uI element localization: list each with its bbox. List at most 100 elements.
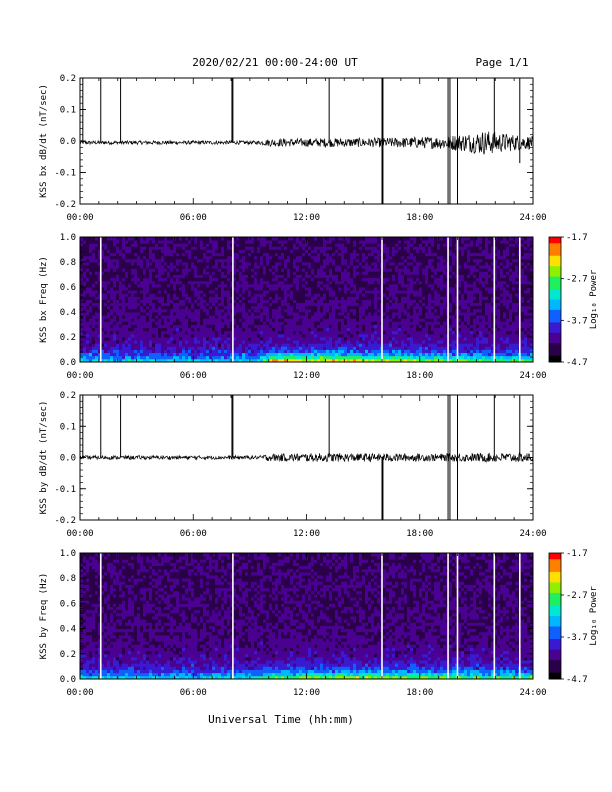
colorbar-tick-label: -4.7 xyxy=(566,675,588,685)
x-tick-label: 00:00 xyxy=(66,688,93,698)
colorbar-segment xyxy=(549,597,561,600)
x-tick-label: 06:00 xyxy=(180,371,207,381)
colorbar-segment xyxy=(549,272,561,275)
colorbar-segment xyxy=(549,672,561,676)
colorbar: -1.7 -2.7 -3.7 -4.7 Log₁₀ Power xyxy=(548,549,599,685)
x-tick-label: 18:00 xyxy=(406,529,433,539)
y-tick-label: -0.2 xyxy=(54,516,76,526)
y-axis-label: KSS by dB/dt (nT/sec) xyxy=(39,401,49,515)
colorbar-segment xyxy=(549,332,561,336)
colorbar-segment xyxy=(549,658,561,661)
colorbar-segment xyxy=(549,255,561,259)
colorbar-segment xyxy=(549,322,561,325)
colorbar-tick-label: -1.7 xyxy=(566,549,588,559)
colorbar-segment xyxy=(549,601,561,604)
colorbar-segment xyxy=(549,603,561,606)
colorbar-segment xyxy=(549,651,561,655)
colorbar-segment xyxy=(549,670,561,674)
colorbar-segment xyxy=(549,309,561,313)
y-axis-label: KSS by Freq (Hz) xyxy=(39,573,49,660)
colorbar-segment xyxy=(549,588,561,592)
y-axis-label: KSS bx dB/dt (nT/sec) xyxy=(39,84,49,198)
colorbar-segment xyxy=(549,561,561,564)
waveform-line xyxy=(79,131,534,155)
colorbar-segment xyxy=(549,301,561,305)
colorbar-segment xyxy=(549,274,561,278)
colorbar-segment xyxy=(549,664,561,667)
colorbar-segment xyxy=(549,343,561,346)
colorbar-segment xyxy=(549,637,561,640)
x-tick-label: 06:00 xyxy=(180,213,207,223)
colorbar-frame xyxy=(548,236,562,363)
colorbar-tick-label: -2.7 xyxy=(566,275,588,285)
page-number: Page 1/1 xyxy=(476,56,529,69)
y-tick-label: 0.0 xyxy=(60,675,76,685)
x-axis-title: Universal Time (hh:mm) xyxy=(208,713,354,726)
y-tick-label: 0.2 xyxy=(60,391,76,401)
colorbar-segment xyxy=(549,586,561,590)
colorbar-segment xyxy=(549,668,561,672)
colorbar-segment xyxy=(549,278,561,282)
colorbar-segment xyxy=(549,569,561,573)
colorbar-segment xyxy=(549,616,561,619)
y-tick-label: 0.8 xyxy=(60,258,76,268)
colorbar-segment xyxy=(549,647,561,651)
colorbar-segment xyxy=(549,349,561,353)
colorbar-segment xyxy=(549,293,561,296)
y-tick-label: -0.1 xyxy=(54,485,76,495)
colorbar-segment xyxy=(549,316,561,319)
colorbar-tick-label: -4.7 xyxy=(566,358,588,368)
colorbar-segment xyxy=(549,297,561,300)
colorbar-label: Log₁₀ Power xyxy=(589,586,599,646)
colorbar-segment xyxy=(549,565,561,569)
colorbar-segment xyxy=(549,299,561,303)
colorbar-segment xyxy=(549,357,561,361)
colorbar-segment xyxy=(549,259,561,263)
spectrogram-image xyxy=(80,553,534,680)
colorbar-segment xyxy=(549,649,561,653)
y-tick-label: 0.6 xyxy=(60,599,76,609)
colorbar-segment xyxy=(549,266,561,269)
x-tick-label: 12:00 xyxy=(293,371,320,381)
colorbar-segment xyxy=(549,557,561,560)
colorbar-segment xyxy=(549,590,561,594)
colorbar-segment xyxy=(549,291,561,294)
x-tick-label: 12:00 xyxy=(293,688,320,698)
colorbar-segment xyxy=(549,324,561,328)
colorbar-segment xyxy=(549,243,561,246)
spectrogram-image xyxy=(80,237,534,363)
colorbar-segment xyxy=(549,303,561,307)
colorbar-segment xyxy=(549,571,561,575)
colorbar-segment xyxy=(549,262,561,265)
colorbar-segment xyxy=(549,605,561,609)
colorbar-segment xyxy=(549,609,561,613)
x-tick-label: 18:00 xyxy=(406,371,433,381)
colorbar-segment xyxy=(549,618,561,621)
colorbar-segment xyxy=(549,249,561,253)
colorbar-segment xyxy=(549,578,561,581)
colorbar-segment xyxy=(549,632,561,636)
colorbar-segment xyxy=(549,643,561,646)
colorbar-segment xyxy=(549,639,561,642)
x-tick-label: 12:00 xyxy=(293,529,320,539)
colorbar: -1.7 -2.7 -3.7 -4.7 Log₁₀ Power xyxy=(548,233,599,368)
colorbar-segment xyxy=(549,337,561,340)
colorbar-segment xyxy=(549,607,561,611)
colorbar-segment xyxy=(549,307,561,311)
colorbar-segment xyxy=(549,239,561,242)
colorbar-label: Log₁₀ Power xyxy=(589,269,599,329)
colorbar-segment xyxy=(549,284,561,288)
colorbar-segment xyxy=(549,653,561,657)
y-tick-label: 0.1 xyxy=(60,422,76,432)
colorbar-segment xyxy=(549,641,561,644)
x-tick-label: 24:00 xyxy=(519,529,546,539)
panel-bx-spectrogram: -1.7 -2.7 -3.7 -4.7 Log₁₀ Power 0.0 0.2 0.4 0.6 0… xyxy=(39,233,599,381)
colorbar-segment xyxy=(549,563,561,567)
y-tick-label: 0.0 xyxy=(60,358,76,368)
colorbar-tick-label: -3.7 xyxy=(566,316,588,326)
colorbar-segment xyxy=(549,237,561,240)
colorbar-segment xyxy=(549,592,561,596)
colorbar-segment xyxy=(549,320,561,323)
colorbar-segment xyxy=(549,620,561,623)
